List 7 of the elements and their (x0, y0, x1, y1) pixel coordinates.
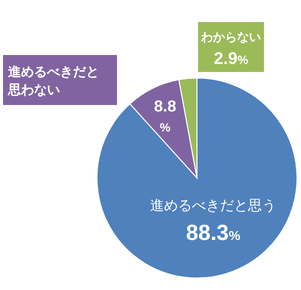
pie-slice (96, 78, 298, 278)
slice-label: 進めるべきだと思う (150, 196, 276, 213)
data-label: 88.3% (186, 220, 241, 245)
data-label: 2.9% (214, 49, 248, 68)
slice-label: 進めるべきだと思わない (7, 64, 99, 97)
slice-label: わからない (200, 30, 261, 44)
data-label: 8.8% (154, 98, 176, 134)
